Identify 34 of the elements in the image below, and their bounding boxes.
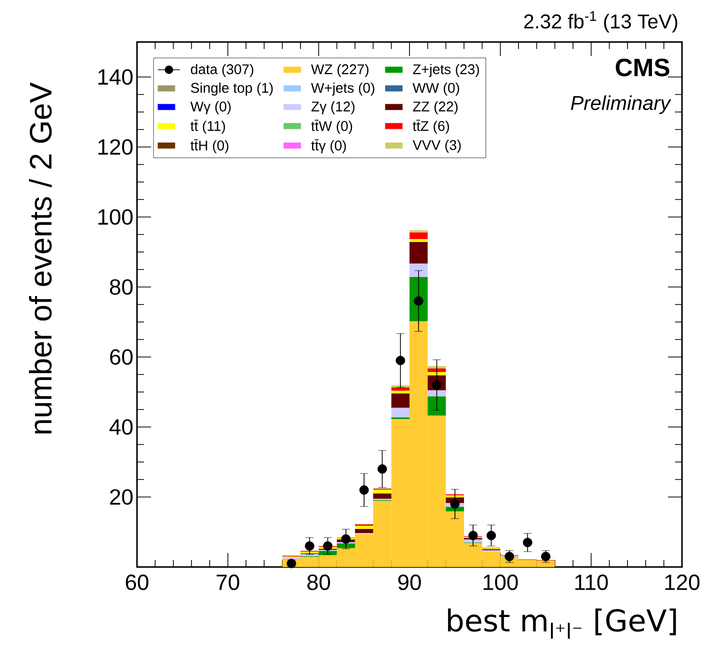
legend-label: tt̄ (11) [190,120,225,134]
y-axis-title: number of events / 2 GeV [28,82,52,434]
legend-label: ZZ (22) [413,101,458,114]
x-tick-label: 90 [398,574,421,590]
x-tick-label: 60 [126,574,148,590]
legend-label: VVV (3) [412,140,461,153]
annotation: Preliminary [570,95,672,114]
y-tick-label: 40 [110,419,133,435]
legend-label: tt̄γ (0) [311,139,346,154]
legend-label: tt̄H (0) [190,139,228,154]
y-tick-label: 100 [98,209,133,225]
legend-label: tt̄W (0) [311,120,352,134]
text: 2.32 fb$^{-1}$ (13 TeV) [524,11,678,32]
legend-label: W+jets (0) [311,82,374,96]
legend-label: WW (0) [412,82,460,96]
y-tick-label: 20 [110,489,133,505]
legend-label: WZ (227) [311,64,368,77]
legend-label: data (307) [190,64,254,77]
legend-label: Z+jets (23) [413,64,479,77]
legend-label: tt̄Z (6) [412,120,450,134]
y-tick-label: 60 [110,349,133,365]
x-tick-label: 120 [665,574,700,590]
legend-label: Wγ (0) [190,101,231,114]
annotation: CMS [616,58,670,76]
legend-label: Single top (1) [190,82,273,96]
x-axis-title: best m$_{l⁺l⁻}$ [GeV] [448,608,676,639]
y-tick-label: 80 [110,279,133,295]
x-tick-label: 100 [484,574,518,590]
y-tick-label: 140 [98,69,133,85]
x-tick-label: 110 [575,574,608,590]
y-tick-label: 120 [98,139,133,155]
legend-label: Zγ (12) [311,101,354,114]
x-tick-label: 70 [216,574,240,590]
x-tick-label: 80 [307,574,330,590]
